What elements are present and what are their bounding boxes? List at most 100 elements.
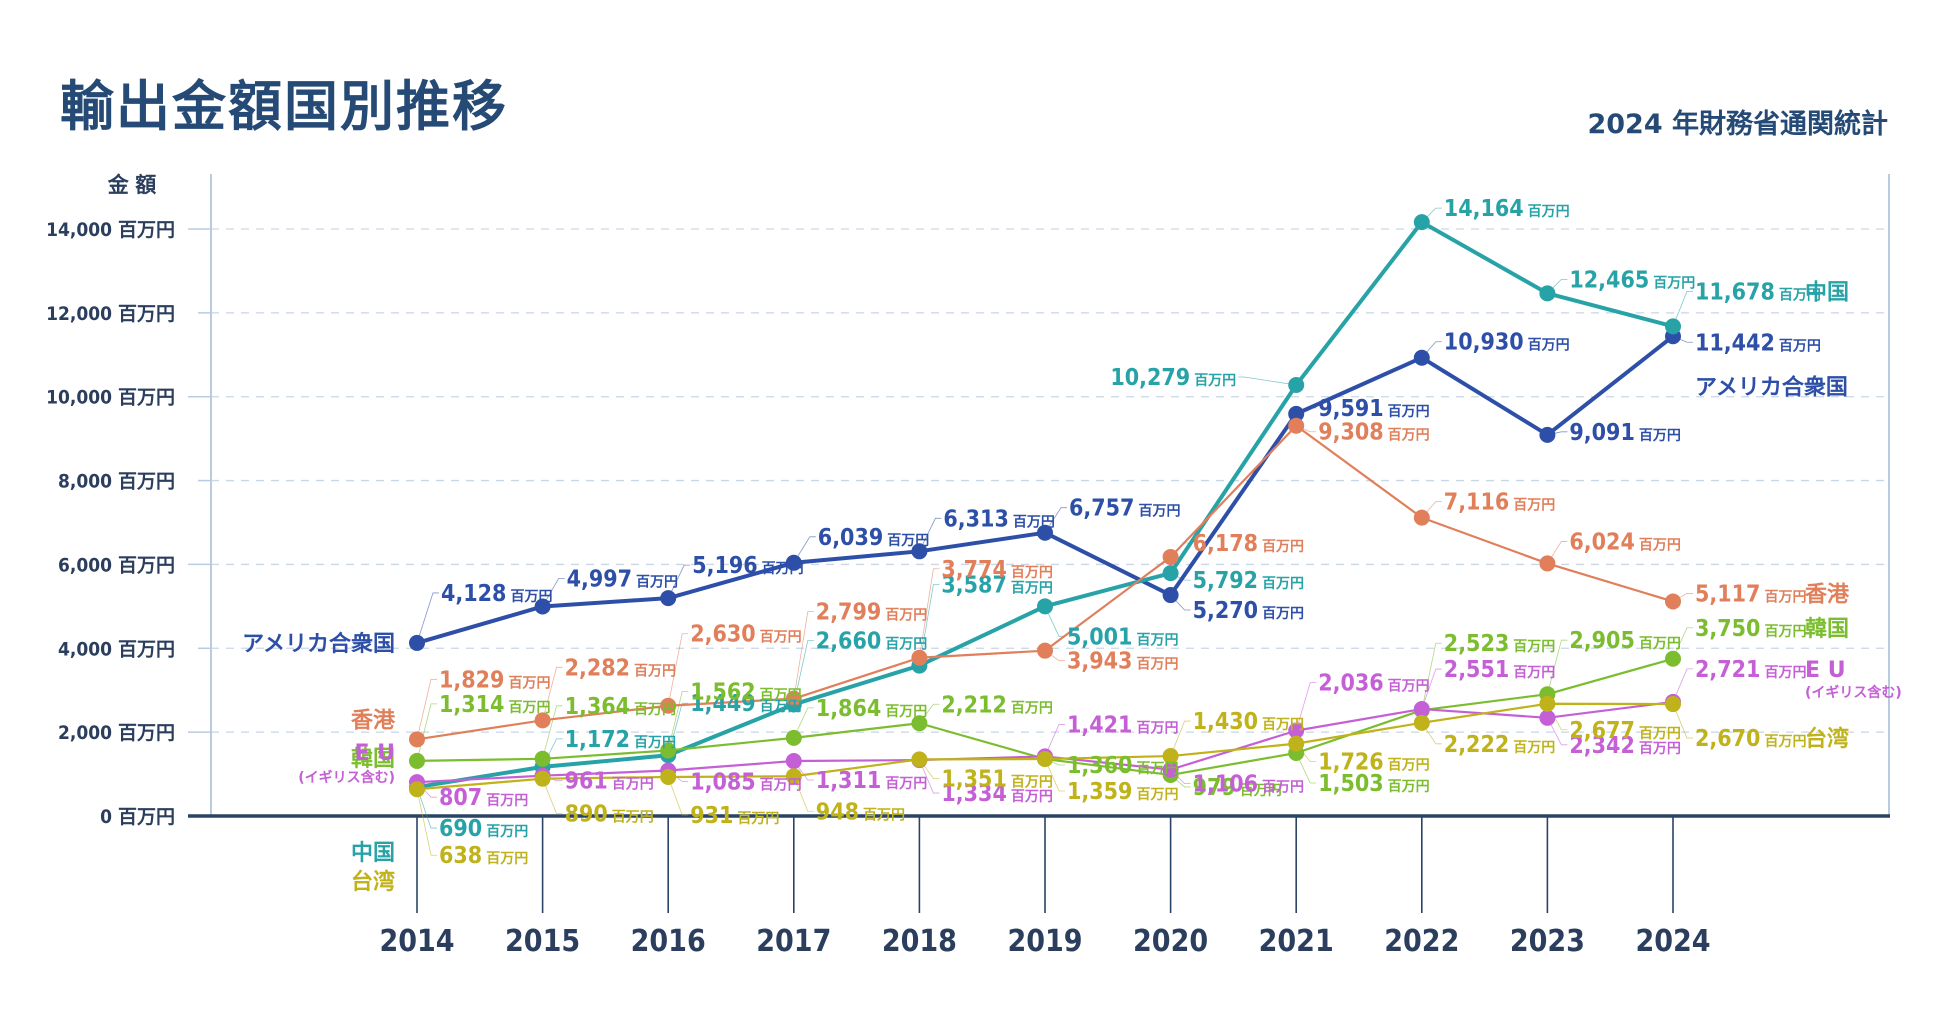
data-point-taiwan xyxy=(1037,751,1053,768)
y-tick-label: 2,000 百万円 xyxy=(58,722,175,744)
data-point-taiwan xyxy=(1288,735,1305,752)
data-label-china: 1,172 百万円 xyxy=(565,727,676,753)
data-label-hongkong: 3,943 百万円 xyxy=(1067,649,1178,675)
data-label-china: 1,449 百万円 xyxy=(690,691,801,717)
data-label-taiwan: 948 百万円 xyxy=(816,799,905,825)
data-label-taiwan: 1,359 百万円 xyxy=(1067,779,1178,805)
data-label-korea: 1,314 百万円 xyxy=(439,692,550,718)
data-label-eu: 2,721 百万円 xyxy=(1695,657,1806,683)
leader-line xyxy=(919,568,940,658)
data-label-eu: 1,106 百万円 xyxy=(1193,772,1304,798)
data-label-usa: 6,313 百万円 xyxy=(943,506,1054,532)
y-tick-label: 4,000 百万円 xyxy=(58,638,175,660)
data-point-taiwan xyxy=(785,768,802,785)
leader-line xyxy=(667,633,689,706)
data-label-taiwan: 2,677 百万円 xyxy=(1569,718,1680,744)
x-tick-label: 2022 xyxy=(1384,924,1459,959)
data-label-hongkong: 6,024 百万円 xyxy=(1569,529,1680,555)
axes: 0 百万円 2,000 百万円 4,000 百万円 6,000 百万円 8,000 百万… xyxy=(46,174,1890,959)
data-point-hongkong xyxy=(1413,509,1430,526)
leader-line xyxy=(667,776,689,816)
leader-line xyxy=(1238,376,1297,386)
data-label-hongkong: 2,630 百万円 xyxy=(690,622,801,648)
y-tick-label: 8,000 百万円 xyxy=(58,471,175,493)
data-point-china xyxy=(1665,318,1681,335)
data-point-hongkong xyxy=(1665,593,1681,610)
data-point-hongkong xyxy=(534,712,551,729)
x-tick-label: 2014 xyxy=(379,924,454,959)
series-name-right-eu: E U xyxy=(1805,658,1846,683)
data-label-hongkong: 1,829 百万円 xyxy=(439,667,550,693)
data-point-hongkong xyxy=(1037,642,1053,659)
data-label-hongkong: 5,117 百万円 xyxy=(1695,581,1806,607)
series-name-left-korea: 韓国 xyxy=(351,746,395,772)
data-label-usa: 4,997 百万円 xyxy=(567,566,678,592)
data-label-taiwan: 638 百万円 xyxy=(439,843,528,869)
data-label-taiwan: 1,726 百万円 xyxy=(1318,750,1429,776)
leader-line xyxy=(1547,717,1568,746)
data-label-korea: 2,523 百万円 xyxy=(1444,631,1555,657)
leader-line xyxy=(1044,758,1065,792)
data-point-usa xyxy=(1539,426,1556,443)
data-label-korea: 979 百万円 xyxy=(1193,775,1282,801)
leader-line xyxy=(667,564,691,599)
leader-line xyxy=(667,702,689,756)
leader-line xyxy=(416,592,439,644)
series-subname-right-eu: (イギリス含む) xyxy=(1805,684,1902,701)
y-tick-label: 12,000 百万円 xyxy=(46,303,175,325)
data-label-usa: 5,196 百万円 xyxy=(692,553,803,579)
data-label-eu: 2,036 百万円 xyxy=(1318,671,1429,697)
data-point-hongkong xyxy=(660,697,677,714)
leader-line xyxy=(1044,507,1067,533)
data-label-eu: 1,334 百万円 xyxy=(941,781,1052,807)
data-point-usa xyxy=(409,634,425,651)
series-name-left-usa: アメリカ合衆国 xyxy=(242,631,395,657)
data-label-eu: 961 百万円 xyxy=(565,769,654,795)
data-point-taiwan xyxy=(1413,714,1430,731)
leader-line xyxy=(793,640,814,705)
leader-line xyxy=(919,759,940,794)
data-labels: 4,128 百万円 4,997 百万円 5,196 百万円 6,039 百万円 6,313 百万円… xyxy=(439,196,1821,869)
data-point-eu xyxy=(1162,761,1179,778)
series-name-right-taiwan: 台湾 xyxy=(1805,726,1849,752)
data-label-china: 5,792 百万円 xyxy=(1193,568,1304,594)
leader-line xyxy=(919,584,940,666)
data-label-eu: 1,421 百万円 xyxy=(1067,712,1178,738)
leader-line xyxy=(1295,752,1317,784)
data-label-china: 14,164 百万円 xyxy=(1444,196,1570,222)
data-label-eu: 1,311 百万円 xyxy=(816,768,927,794)
chart-title: 輸出金額国別推移 xyxy=(60,75,508,138)
data-label-china: 10,279 百万円 xyxy=(1110,365,1236,391)
data-label-korea: 2,905 百万円 xyxy=(1569,628,1680,654)
leader-line xyxy=(416,789,437,856)
leader-line xyxy=(416,678,437,740)
leader-line xyxy=(793,611,814,699)
data-point-taiwan xyxy=(660,768,677,785)
series-name-right-hongkong: 香港 xyxy=(1805,582,1850,607)
data-label-china: 690 百万円 xyxy=(439,816,528,842)
leader-line xyxy=(1421,642,1442,711)
data-label-eu: 2,342 百万円 xyxy=(1569,733,1680,759)
data-label-hongkong: 2,282 百万円 xyxy=(565,655,676,681)
chart-source-note: 2024 年財務省通関統計 xyxy=(1587,109,1888,140)
x-tick-label: 2023 xyxy=(1510,924,1585,959)
data-label-hongkong: 2,799 百万円 xyxy=(816,600,927,626)
series-name-left-eu: E U xyxy=(354,741,395,766)
data-label-usa: 11,442 百万円 xyxy=(1695,330,1821,356)
grid-lines xyxy=(211,228,1889,733)
leader-line xyxy=(1672,627,1693,659)
data-label-korea: 1,360 百万円 xyxy=(1067,753,1178,779)
data-label-taiwan: 931 百万円 xyxy=(690,803,779,829)
leader-line xyxy=(542,578,565,607)
data-point-eu xyxy=(1413,701,1430,718)
leader-line xyxy=(542,705,563,759)
series-name-left-taiwan: 台湾 xyxy=(351,869,395,895)
data-label-taiwan: 1,430 百万円 xyxy=(1193,709,1304,735)
data-point-korea xyxy=(911,715,928,732)
data-point-usa xyxy=(534,598,551,615)
data-point-china xyxy=(1288,377,1305,394)
data-label-korea: 1,364 百万円 xyxy=(565,694,676,720)
x-tick-label: 2024 xyxy=(1635,924,1710,959)
